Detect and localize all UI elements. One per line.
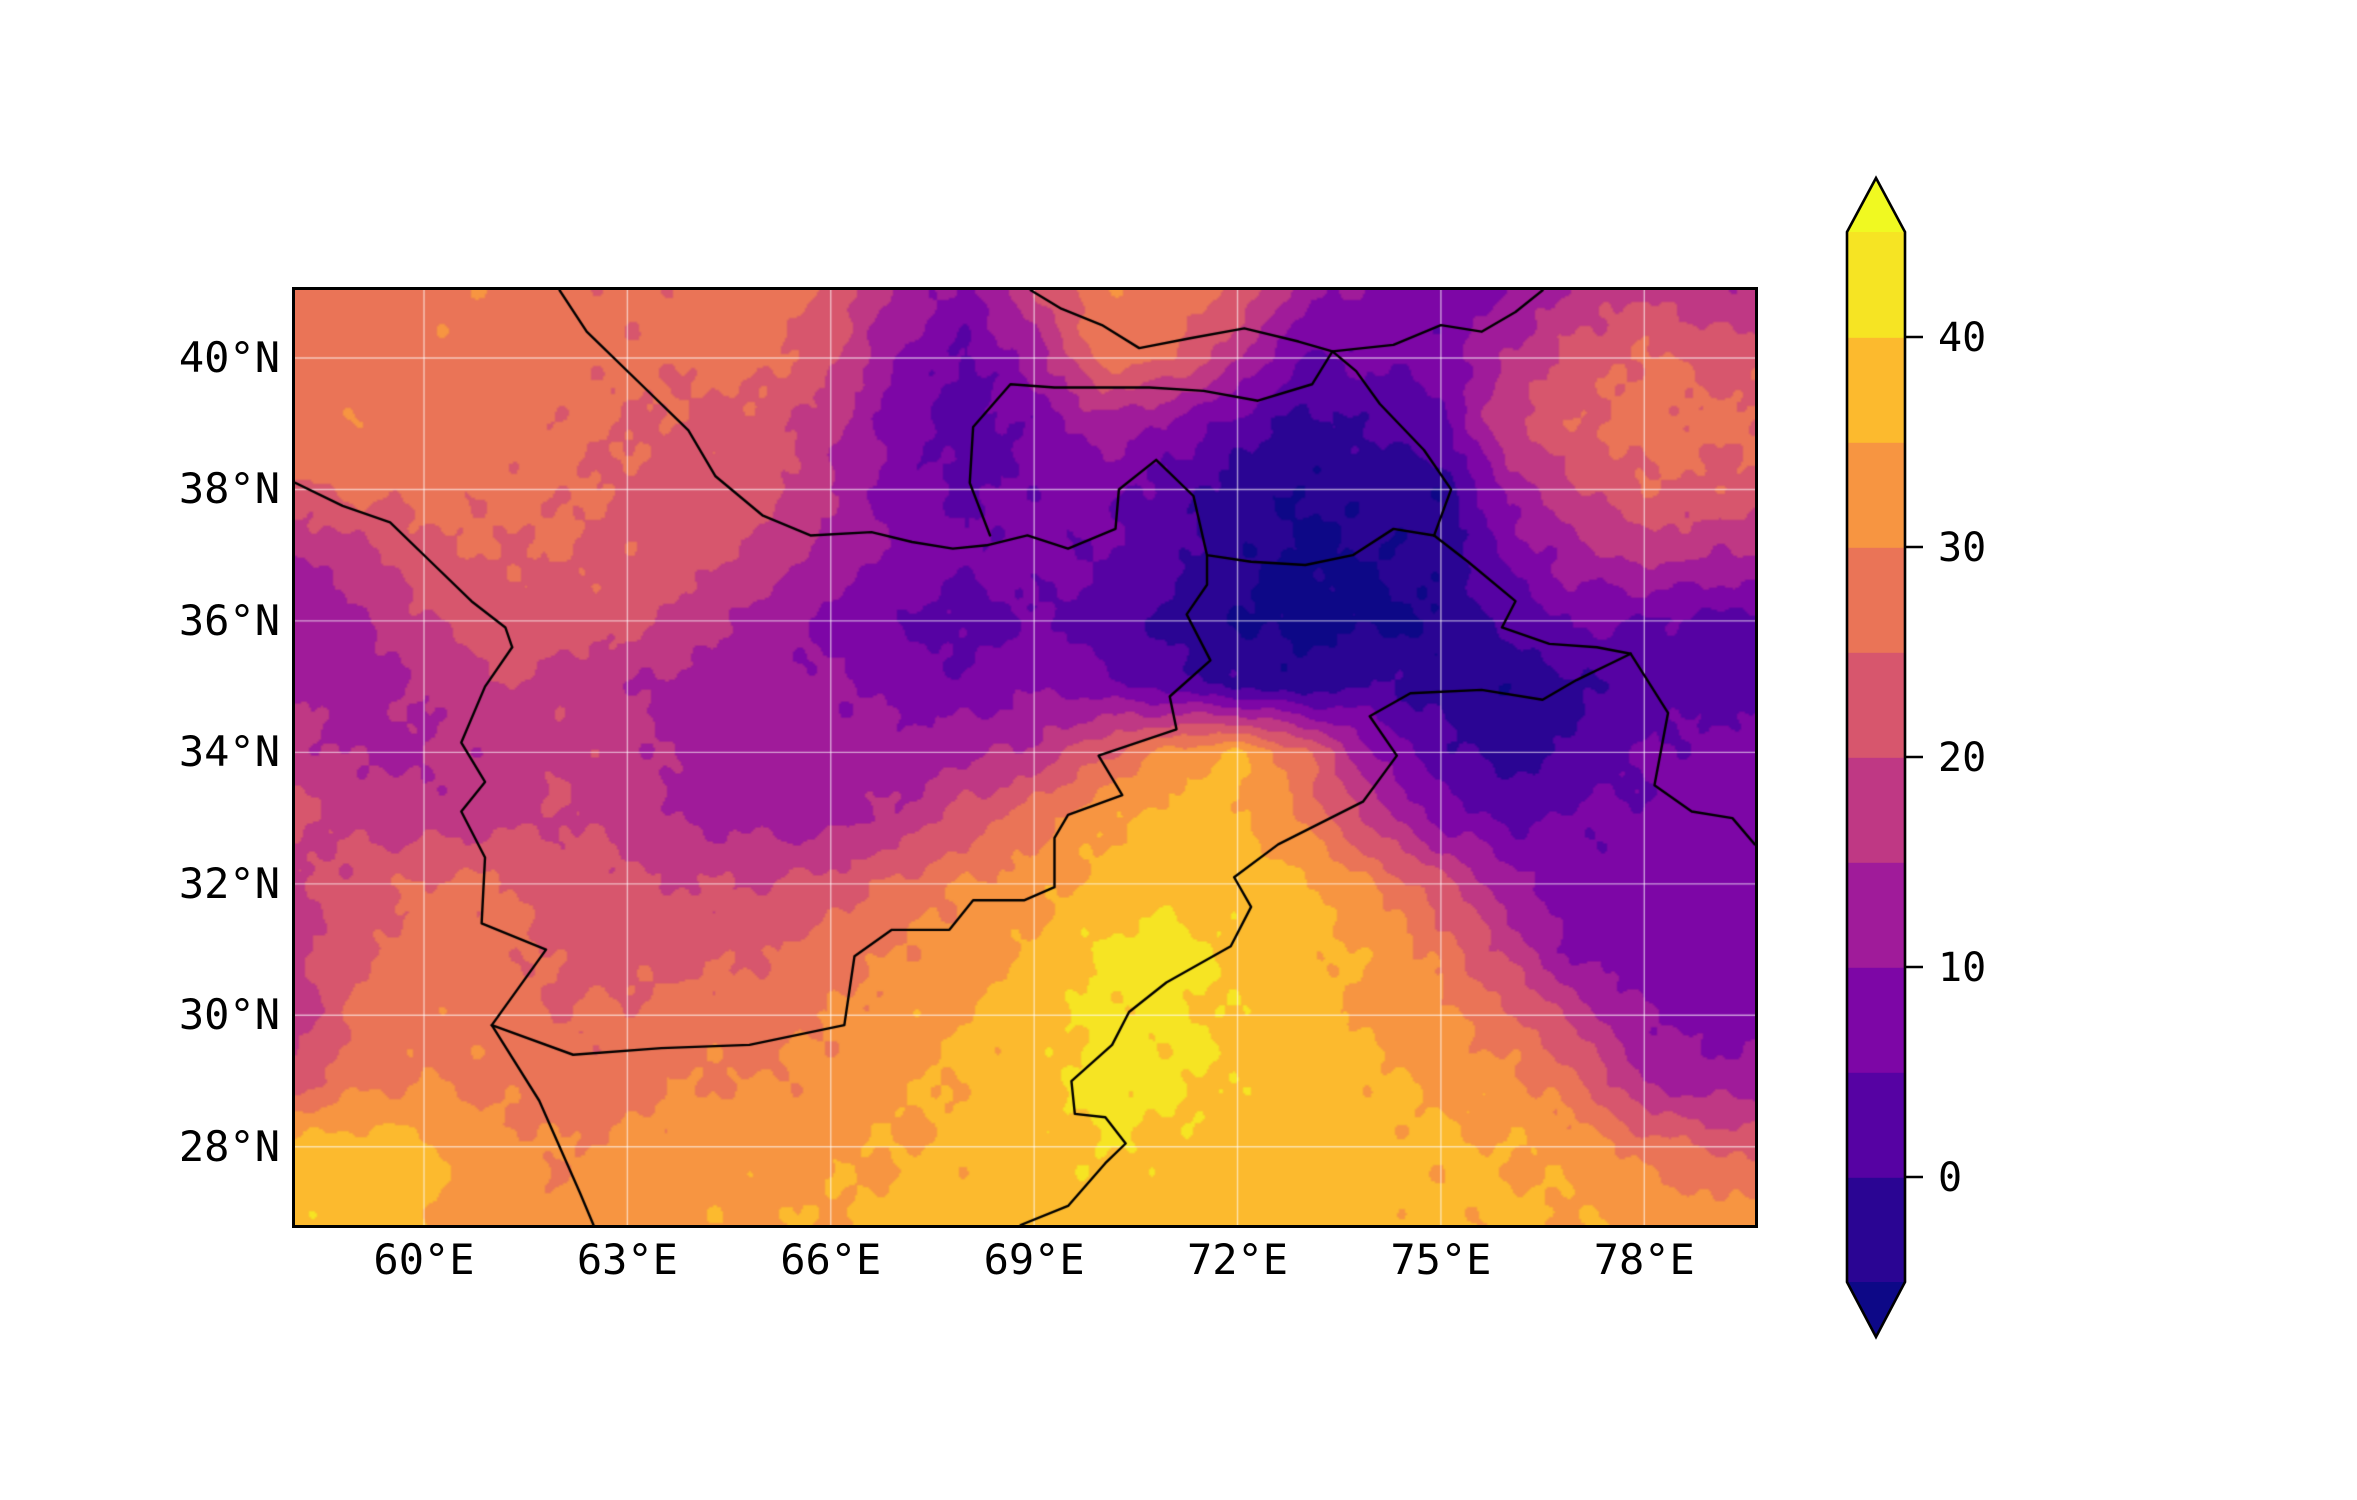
- y-tick-label: 34°N: [178, 727, 280, 777]
- colorbar-band: [1847, 652, 1905, 758]
- temperature-field-canvas: [295, 290, 1755, 1225]
- colorbar-tick-label: 20: [1938, 735, 1986, 781]
- colorbar-tick-label: 40: [1938, 315, 1986, 361]
- colorbar-band: [1847, 757, 1905, 863]
- x-tick-label: 69°E: [983, 1235, 1085, 1284]
- colorbar-tick-label: 30: [1938, 525, 1986, 571]
- y-tick-label: 32°N: [178, 858, 280, 908]
- colorbar-band: [1847, 1177, 1905, 1283]
- x-tick-label: 66°E: [780, 1235, 882, 1284]
- y-tick-label: 38°N: [178, 464, 280, 514]
- colorbar-over-arrow: [1847, 178, 1905, 232]
- y-tick-label: 40°N: [178, 332, 280, 382]
- colorbar-band: [1847, 547, 1905, 653]
- x-tick-label: 60°E: [373, 1235, 475, 1284]
- colorbar-band: [1847, 442, 1905, 548]
- colorbar-under-arrow: [1847, 1282, 1905, 1337]
- colorbar-band: [1847, 862, 1905, 968]
- colorbar-band: [1847, 967, 1905, 1073]
- y-tick-label: 28°N: [178, 1121, 280, 1171]
- x-tick-label: 75°E: [1390, 1235, 1492, 1284]
- map-axes: [292, 287, 1758, 1228]
- x-tick-label: 63°E: [576, 1235, 678, 1284]
- colorbar-outline: [1845, 175, 1907, 1340]
- x-tick-label: 72°E: [1186, 1235, 1289, 1284]
- y-tick-label: 30°N: [178, 990, 280, 1040]
- colorbar-band: [1847, 337, 1905, 443]
- colorbar-band: [1847, 1072, 1905, 1178]
- x-tick-label: 78°E: [1593, 1235, 1695, 1284]
- colorbar-band: [1847, 232, 1905, 338]
- colorbar-tick-label: 0: [1938, 1155, 1962, 1201]
- colorbar-tick-label: 10: [1938, 945, 1986, 991]
- colorbar: 0 10 20 30 40: [1845, 175, 1986, 1340]
- y-tick-label: 36°N: [178, 595, 280, 645]
